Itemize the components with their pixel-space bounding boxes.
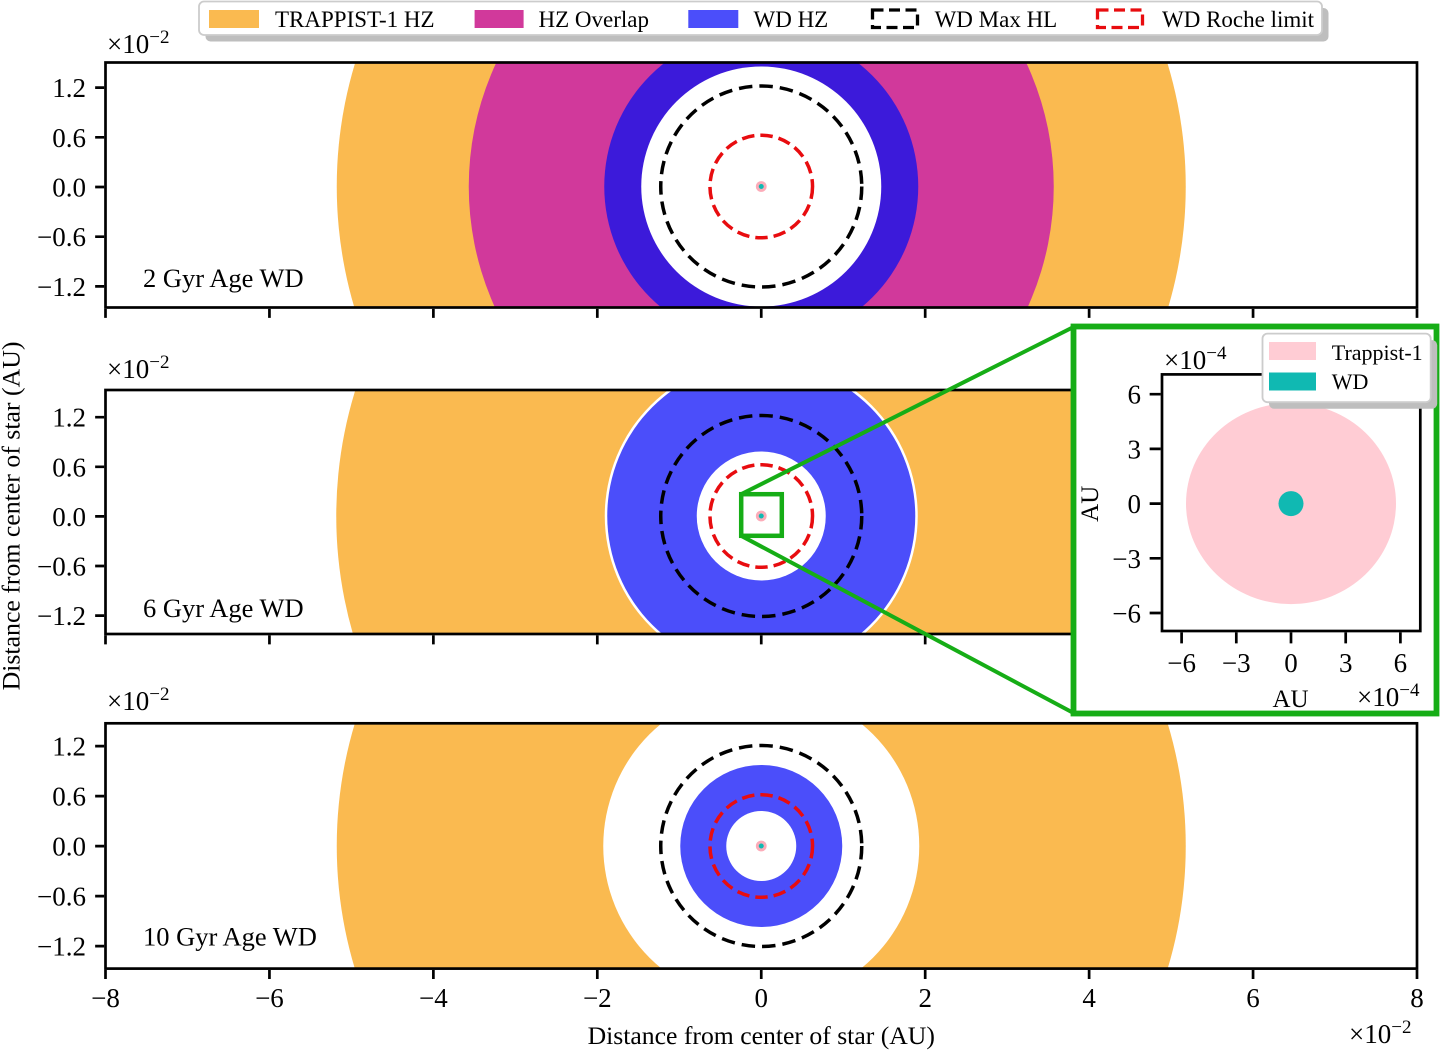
svg-text:3: 3 — [1339, 648, 1353, 678]
svg-text:3: 3 — [1128, 434, 1142, 464]
svg-text:0.0: 0.0 — [52, 502, 86, 532]
svg-text:10 Gyr Age WD: 10 Gyr Age WD — [143, 922, 317, 952]
svg-text:2 Gyr Age WD: 2 Gyr Age WD — [143, 263, 304, 293]
svg-text:Distance from center of star (: Distance from center of star (AU) — [588, 1021, 935, 1050]
svg-text:−6: −6 — [1112, 599, 1141, 629]
svg-text:0: 0 — [1128, 489, 1142, 519]
svg-text:6: 6 — [1246, 983, 1260, 1013]
svg-text:AU: AU — [1077, 486, 1104, 522]
svg-text:6: 6 — [1394, 648, 1408, 678]
svg-text:TRAPPIST-1 HZ: TRAPPIST-1 HZ — [275, 7, 435, 32]
svg-text:WD Roche limit: WD Roche limit — [1162, 7, 1315, 32]
svg-text:0.6: 0.6 — [52, 123, 86, 153]
svg-text:1.2: 1.2 — [52, 73, 86, 103]
svg-text:WD Max HL: WD Max HL — [935, 7, 1058, 32]
svg-text:−6: −6 — [1167, 648, 1196, 678]
svg-text:Trappist-1: Trappist-1 — [1332, 340, 1423, 365]
svg-text:2: 2 — [918, 983, 932, 1013]
svg-text:−4: −4 — [419, 983, 448, 1013]
svg-text:−1.2: −1.2 — [37, 932, 86, 962]
svg-text:AU: AU — [1272, 686, 1308, 713]
svg-text:4: 4 — [1082, 983, 1096, 1013]
svg-text:6 Gyr Age WD: 6 Gyr Age WD — [143, 593, 304, 623]
svg-text:8: 8 — [1410, 983, 1424, 1013]
svg-text:0: 0 — [755, 983, 769, 1013]
svg-text:−0.6: −0.6 — [37, 882, 86, 912]
svg-text:−0.6: −0.6 — [37, 552, 86, 582]
svg-text:0.0: 0.0 — [52, 173, 86, 203]
svg-text:0.0: 0.0 — [52, 832, 86, 862]
svg-text:−3: −3 — [1112, 544, 1141, 574]
svg-text:×10−2: ×10−2 — [107, 684, 169, 716]
svg-text:1.2: 1.2 — [52, 403, 86, 433]
svg-text:−0.6: −0.6 — [37, 222, 86, 252]
svg-text:0.6: 0.6 — [52, 782, 86, 812]
svg-text:−8: −8 — [91, 983, 120, 1013]
svg-text:−6: −6 — [255, 983, 284, 1013]
svg-text:Distance from center of star (: Distance from center of star (AU) — [0, 342, 25, 691]
svg-text:−3: −3 — [1222, 648, 1251, 678]
svg-text:0: 0 — [1284, 648, 1298, 678]
svg-text:0.6: 0.6 — [52, 452, 86, 482]
svg-text:−1.2: −1.2 — [37, 601, 86, 631]
svg-text:WD HZ: WD HZ — [754, 7, 829, 32]
svg-text:1.2: 1.2 — [52, 732, 86, 762]
svg-text:−1.2: −1.2 — [37, 272, 86, 302]
svg-text:6: 6 — [1128, 380, 1142, 410]
svg-text:WD: WD — [1332, 369, 1369, 394]
svg-text:HZ Overlap: HZ Overlap — [539, 7, 650, 32]
svg-text:−2: −2 — [583, 983, 612, 1013]
